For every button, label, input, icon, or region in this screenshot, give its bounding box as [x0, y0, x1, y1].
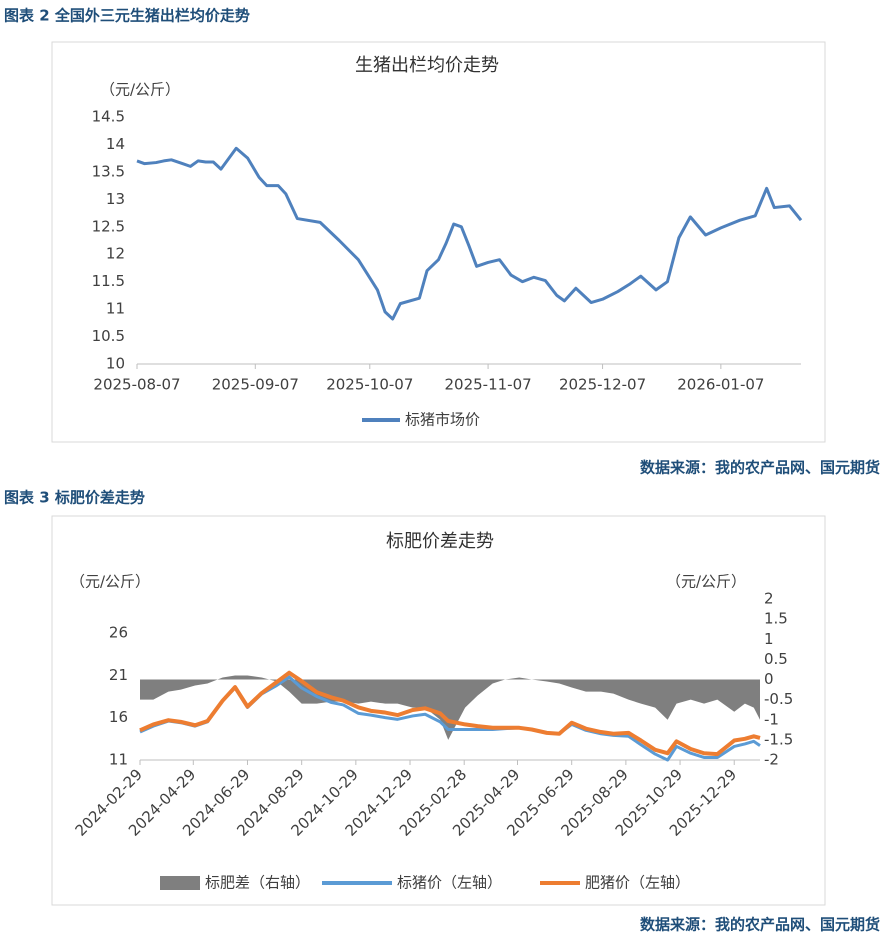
line	[136, 146, 803, 321]
y-tick-label: 13	[106, 190, 125, 208]
y2-tick-label: -2	[764, 751, 779, 769]
y2-tick-label: -1	[764, 710, 779, 728]
y-tick-label: 10	[106, 355, 125, 373]
x-tick-label: 2026-01-07	[677, 376, 764, 394]
y-tick-label: 26	[109, 623, 128, 641]
y-tick-label: 13.5	[92, 162, 125, 180]
caption: 图表 3 标肥价差走势	[4, 489, 145, 507]
y-tick-label: 12.5	[92, 217, 125, 235]
source: 数据来源：我的农产品网、国元期货	[640, 916, 880, 934]
y2-tick-label: 1	[764, 630, 774, 648]
y2-unit: （元/公斤）	[666, 573, 746, 591]
y2-tick-label: 0.5	[764, 650, 788, 668]
x-tick-label: 2025-08-07	[93, 376, 180, 394]
legend-label: 标肥差（右轴）	[205, 874, 310, 892]
legend-label: 标猪市场价	[405, 411, 480, 429]
x-tick-label: 2025-10-07	[326, 376, 413, 394]
legend-label: 肥猪价（左轴）	[585, 874, 690, 892]
x-tick-label: 2025-11-07	[444, 376, 531, 394]
line	[139, 670, 761, 757]
legend-label: 标猪价（左轴）	[397, 874, 502, 892]
chart-title: 生猪出栏均价走势	[355, 55, 499, 76]
y-unit: （元/公斤）	[100, 81, 180, 99]
x-tick-label: 2025-09-07	[212, 376, 299, 394]
source: 数据来源：我的农产品网、国元期货	[640, 459, 880, 477]
chart-title: 标肥价差走势	[386, 531, 494, 552]
y-tick-label: 14	[106, 135, 125, 153]
y-tick-label: 11	[106, 300, 125, 318]
y2-tick-label: 1.5	[764, 610, 788, 628]
legend-swatch	[160, 876, 200, 890]
y-tick-label: 14.5	[92, 108, 125, 126]
chart-frame	[51, 41, 826, 443]
y-tick-label: 21	[109, 666, 128, 684]
chart-frame	[51, 515, 826, 906]
y-tick-label: 10.5	[92, 327, 125, 345]
y2-tick-label: -0.5	[764, 690, 793, 708]
y-tick-label: 16	[109, 708, 128, 726]
y-unit: （元/公斤）	[70, 573, 150, 591]
x-tick-label: 2025-12-07	[559, 376, 646, 394]
y-tick-label: 12	[106, 245, 125, 263]
y2-tick-label: -1.5	[764, 730, 793, 748]
caption: 图表 2 全国外三元生猪出栏均价走势	[4, 7, 250, 25]
y2-tick-label: 2	[764, 590, 774, 608]
area	[140, 675, 760, 740]
y-tick-label: 11.5	[92, 272, 125, 290]
y2-tick-label: 0	[764, 670, 774, 688]
y-tick-label: 11	[109, 751, 128, 769]
